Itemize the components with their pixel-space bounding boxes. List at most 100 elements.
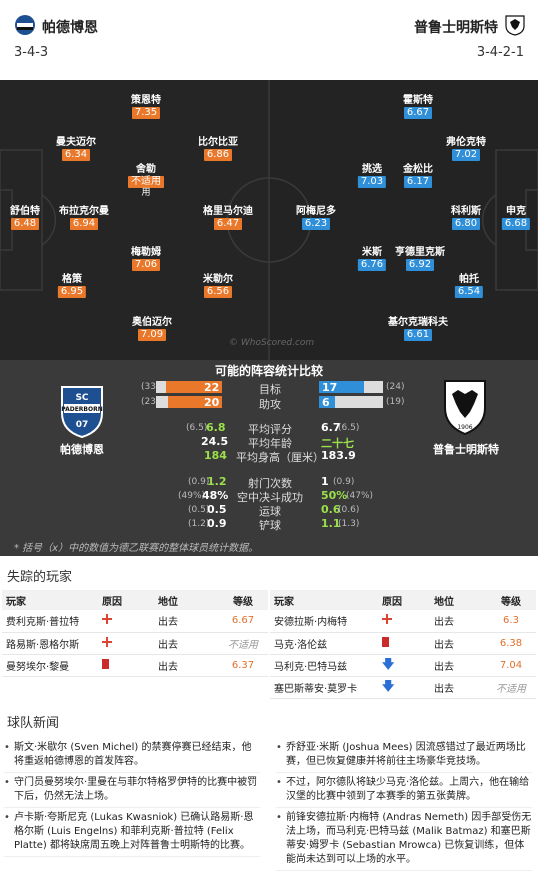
stats-title: 可能的阵容统计比较 xyxy=(214,364,323,378)
col-rating: 等级 xyxy=(486,590,536,610)
col-rating: 等级 xyxy=(218,590,268,610)
lineup-stats-comparison: 可能的阵容统计比较 SC PADERBORN 07 帕德博恩 1906 普鲁士明… xyxy=(0,360,538,556)
avg-rating-label: 平均评分 xyxy=(248,423,292,436)
away-player[interactable]: 霍斯特 6.67 xyxy=(403,95,433,119)
table-row[interactable]: 路易斯·恩格尔斯 出去 不适用 xyxy=(2,632,268,655)
news-item: 守门员曼努埃尔·里曼在与菲尔特格罗伊特的比赛中被罚下后，仍然无法上场。 xyxy=(4,773,260,808)
home-player[interactable]: 格策 6.95 xyxy=(57,273,87,298)
away-player[interactable]: 申克 6.68 xyxy=(501,205,531,230)
away-player[interactable]: 科利斯 6.80 xyxy=(451,206,481,230)
home-avg-height: 184 xyxy=(204,449,227,462)
rating: 7.04 xyxy=(486,654,536,677)
home-player[interactable]: 曼夫迈尔 6.34 xyxy=(56,137,96,161)
rating: 6.67 xyxy=(218,610,268,633)
home-player[interactable]: 奥伯迈尔 7.09 xyxy=(132,317,172,341)
home-player[interactable]: 舍勒 不适用用 xyxy=(128,163,164,199)
avg-height-label: 平均身高（厘米） xyxy=(236,451,324,464)
shots-label: 射门次数 xyxy=(248,477,292,490)
away-assists-bar-bg xyxy=(319,396,383,408)
home-assists-bar xyxy=(168,396,222,408)
svg-text:07: 07 xyxy=(76,420,89,430)
arrow-down-icon: 🡇 xyxy=(382,679,395,693)
away-assists-value: 6 xyxy=(322,396,330,409)
player-name[interactable]: 安德拉斯·内梅特 xyxy=(270,610,378,633)
status: 出去 xyxy=(430,610,486,633)
player-name[interactable]: 路易斯·恩格尔斯 xyxy=(2,632,98,655)
away-tackles: 1.1 xyxy=(321,517,341,530)
home-goals-bar xyxy=(166,381,222,393)
svg-text:SC: SC xyxy=(75,393,88,403)
away-player[interactable]: 帕托 6.54 xyxy=(454,273,484,298)
player-name[interactable]: 马克·洛伦兹 xyxy=(270,632,378,655)
player-name[interactable]: 曼努埃尔·黎曼 xyxy=(2,654,98,677)
home-news-list: 斯文·米歇尔 (Sven Michel) 的禁赛停赛已经结束，他将重返帕德博恩的… xyxy=(4,738,260,857)
away-player[interactable]: 阿梅尼多 6.23 xyxy=(296,206,336,230)
table-row[interactable]: 曼努埃尔·黎曼 出去 6.37 xyxy=(2,654,268,677)
col-status: 地位 xyxy=(154,590,218,610)
away-shots: 1 xyxy=(321,475,329,488)
home-player[interactable]: 格里马尔迪 6.47 xyxy=(203,206,253,230)
away-goals-bar xyxy=(319,381,364,393)
goals-label: 目标 xyxy=(259,383,281,396)
col-reason: 原因 xyxy=(378,590,430,610)
svg-text:PADERBORN: PADERBORN xyxy=(61,406,103,413)
home-team-name[interactable]: 帕德博恩 xyxy=(42,20,98,36)
col-player: 玩家 xyxy=(2,590,98,610)
home-player[interactable]: 米勒尔 6.56 xyxy=(203,274,233,298)
match-header: 帕德博恩 3-4-3 普鲁士明斯特 3-4-2-1 xyxy=(0,0,538,80)
home-player[interactable]: 策恩特 7.35 xyxy=(131,95,161,119)
col-player: 玩家 xyxy=(270,590,378,610)
away-player[interactable]: 金松比 6.17 xyxy=(403,164,433,188)
paderborn-logo-icon xyxy=(15,15,35,35)
away-missing-table: 玩家 原因 地位 等级 安德拉斯·内梅特 出去 6.3 马克·洛伦兹 出去 6.… xyxy=(270,590,536,699)
away-goals-value: 17 xyxy=(322,381,338,394)
injury-icon xyxy=(102,636,112,647)
assists-label: 助攻 xyxy=(259,398,281,411)
away-player[interactable]: 米斯 6.76 xyxy=(357,246,387,271)
home-aerials: 48% xyxy=(202,489,229,502)
away-player[interactable]: 弗伦克特 7.02 xyxy=(446,137,486,161)
rating: 6.37 xyxy=(218,654,268,677)
col-status: 地位 xyxy=(430,590,486,610)
home-player[interactable]: 比尔比亚 6.86 xyxy=(198,137,238,161)
home-player[interactable]: 梅勒姆 7.06 xyxy=(131,247,161,271)
team-news-title: 球队新闻 xyxy=(7,716,60,731)
away-player[interactable]: 亨德里克斯 6.92 xyxy=(395,247,445,271)
home-goals-value: 22 xyxy=(204,381,220,394)
home-dribbles: 0.5 xyxy=(207,503,227,516)
home-team-label: 帕德博恩 xyxy=(60,443,104,456)
away-team-name[interactable]: 普鲁士明斯特 xyxy=(414,20,498,36)
whoscored-watermark: © WhoScored.com xyxy=(229,338,315,348)
status: 出去 xyxy=(154,610,218,633)
away-avg-rating: 6.7 xyxy=(321,421,341,434)
table-row[interactable]: 马利克·巴特马兹 🡇 出去 7.04 xyxy=(270,654,536,677)
home-player[interactable]: 舒伯特 6.48 xyxy=(10,206,40,230)
away-aerials: 50% xyxy=(321,489,348,502)
tackles-label: 铲球 xyxy=(259,519,281,532)
home-player[interactable]: 布拉克尔曼 6.94 xyxy=(59,206,109,230)
away-player[interactable]: 挑选 7.03 xyxy=(357,163,387,188)
svg-text:1906: 1906 xyxy=(457,424,472,431)
col-reason: 原因 xyxy=(98,590,154,610)
away-player[interactable]: 基尔克瑞科夫 6.61 xyxy=(388,317,448,341)
status: 出去 xyxy=(430,632,486,655)
home-tackles: 0.9 xyxy=(207,517,227,530)
muenster-logo-icon xyxy=(505,15,525,36)
arrow-down-icon: 🡇 xyxy=(382,657,395,671)
status: 出去 xyxy=(154,632,218,655)
away-formation: 3-4-2-1 xyxy=(476,45,524,60)
player-name[interactable]: 费利克斯·普拉特 xyxy=(2,610,98,633)
home-avg-rating: 6.8 xyxy=(206,421,226,434)
table-row[interactable]: 马克·洛伦兹 出去 6.38 xyxy=(270,632,536,655)
away-news-list: 乔舒亚·米斯 (Joshua Mees) 因流感错过了最近两场比赛，但已恢复健康… xyxy=(276,738,532,871)
status: 出去 xyxy=(154,654,218,677)
player-name[interactable]: 塞巴斯蒂安·莫罗卡 xyxy=(270,676,378,699)
player-name[interactable]: 马利克·巴特马兹 xyxy=(270,654,378,677)
status: 出去 xyxy=(430,676,486,699)
home-formation: 3-4-3 xyxy=(14,45,49,60)
table-row[interactable]: 费利克斯·普拉特 出去 6.67 xyxy=(2,610,268,633)
table-row[interactable]: 塞巴斯蒂安·莫罗卡 🡇 出去 不适用 xyxy=(270,676,536,699)
rating: 不适用 xyxy=(486,676,536,699)
table-row[interactable]: 安德拉斯·内梅特 出去 6.3 xyxy=(270,610,536,633)
aerials-label: 空中决斗成功 xyxy=(237,491,303,504)
